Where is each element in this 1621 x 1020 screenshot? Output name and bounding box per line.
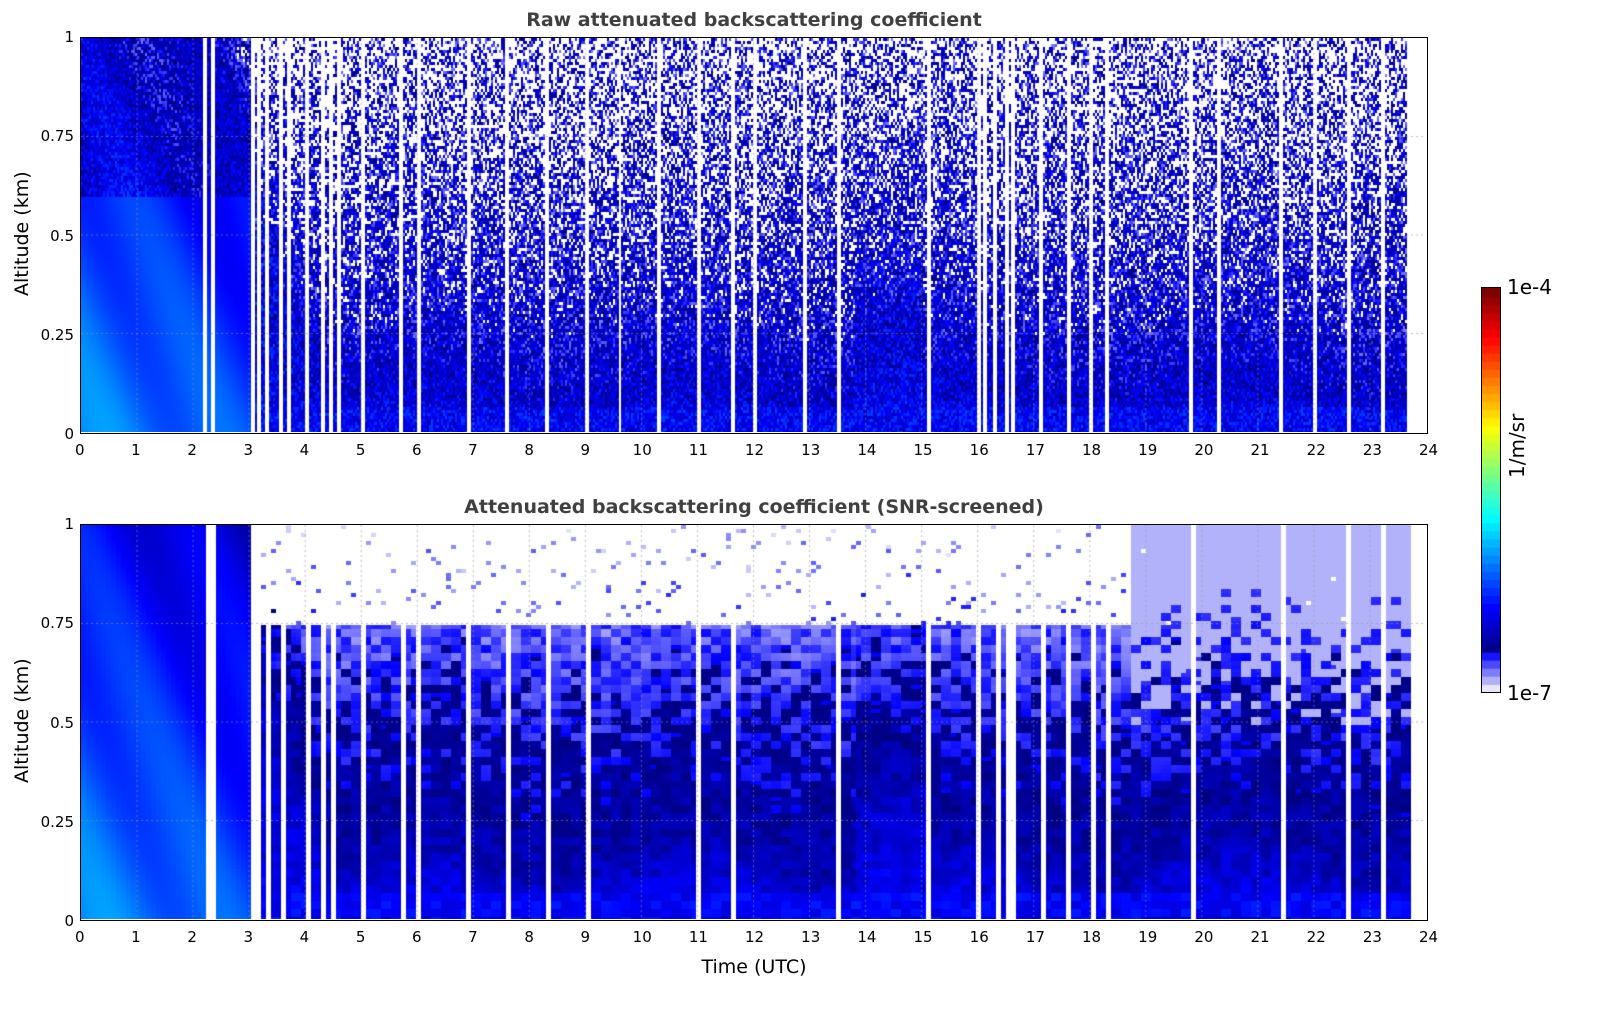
x-tick-label: 22	[1306, 441, 1326, 459]
x-tick-label: 19	[1138, 928, 1158, 946]
screened-backscatter-heatmap	[81, 525, 1426, 919]
bottom-panel-title: Attenuated backscattering coefficient (S…	[464, 496, 1044, 518]
x-tick-label: 4	[299, 928, 310, 946]
x-tick-label: 15	[913, 441, 933, 459]
y-tick-label: 0	[64, 912, 74, 930]
x-tick-label: 21	[1250, 441, 1270, 459]
y-tick-label: 0.25	[40, 325, 74, 344]
top-panel-title: Raw attenuated backscattering coefficien…	[526, 9, 982, 31]
x-tick-label: 4	[299, 441, 310, 459]
x-tick-label: 14	[857, 928, 877, 946]
x-tick-label: 13	[801, 928, 821, 946]
x-tick-label: 10	[632, 928, 652, 946]
y-tick-label: 0.75	[40, 127, 74, 146]
x-tick-label: 23	[1362, 441, 1382, 459]
x-tick-label: 23	[1362, 928, 1382, 946]
y-tick-label: 0.5	[50, 226, 74, 245]
x-tick-label: 11	[688, 928, 708, 946]
x-tick-label: 2	[187, 441, 197, 459]
x-tick-label: 12	[745, 928, 765, 946]
x-tick-label: 1	[131, 928, 141, 946]
x-tick-label: 8	[524, 441, 534, 459]
x-tick-label: 11	[688, 441, 708, 459]
x-tick-label: 16	[969, 441, 989, 459]
y-tick-label: 1	[64, 515, 74, 533]
y-tick-label: 0.75	[40, 614, 74, 633]
y-tick-label: 1	[64, 28, 74, 46]
x-tick-label: 1	[131, 441, 141, 459]
x-tick-label: 18	[1082, 928, 1102, 946]
x-axis-label: Time (UTC)	[701, 956, 807, 978]
x-tick-label: 24	[1419, 441, 1439, 459]
x-tick-label: 17	[1025, 441, 1045, 459]
x-tick-label: 14	[857, 441, 877, 459]
x-tick-label: 19	[1138, 441, 1158, 459]
x-tick-label: 6	[412, 928, 422, 946]
x-tick-label: 13	[801, 441, 821, 459]
x-tick-label: 3	[243, 441, 254, 459]
x-tick-label: 15	[913, 928, 933, 946]
x-tick-label: 8	[524, 928, 534, 946]
x-tick-label: 0	[75, 928, 85, 946]
x-tick-label: 21	[1250, 928, 1270, 946]
x-tick-label: 6	[412, 441, 422, 459]
bottom-panel-ylabel: Altitude (km)	[11, 658, 33, 783]
y-tick-label: 0.25	[40, 812, 74, 831]
x-tick-label: 7	[468, 928, 478, 946]
x-tick-label: 9	[580, 441, 591, 459]
x-tick-label: 10	[632, 441, 652, 459]
bottom-panel-plot	[80, 524, 1428, 921]
x-tick-label: 3	[243, 928, 254, 946]
x-tick-label: 17	[1025, 928, 1045, 946]
colorbar-gradient	[1482, 288, 1500, 692]
x-tick-label: 5	[355, 441, 366, 459]
colorbar-unit-label: 1/m/sr	[1505, 413, 1529, 478]
raw-backscatter-heatmap	[81, 38, 1426, 432]
y-tick-label: 0.5	[50, 713, 74, 732]
x-tick-label: 16	[969, 928, 989, 946]
x-tick-label: 0	[75, 441, 85, 459]
y-tick-label: 0	[64, 425, 74, 443]
x-tick-label: 12	[745, 441, 765, 459]
x-tick-label: 18	[1082, 441, 1102, 459]
x-tick-label: 22	[1306, 928, 1326, 946]
x-tick-label: 20	[1194, 928, 1214, 946]
x-tick-label: 9	[580, 928, 591, 946]
x-tick-label: 2	[187, 928, 197, 946]
x-tick-label: 7	[468, 441, 478, 459]
x-tick-label: 5	[355, 928, 366, 946]
top-panel-plot	[80, 37, 1428, 434]
x-tick-label: 24	[1419, 928, 1439, 946]
x-tick-label: 20	[1194, 441, 1214, 459]
colorbar-min-label: 1e-7	[1507, 681, 1552, 705]
colorbar-max-label: 1e-4	[1507, 275, 1552, 299]
top-panel-ylabel: Altitude (km)	[11, 171, 33, 296]
colorbar	[1481, 287, 1501, 693]
